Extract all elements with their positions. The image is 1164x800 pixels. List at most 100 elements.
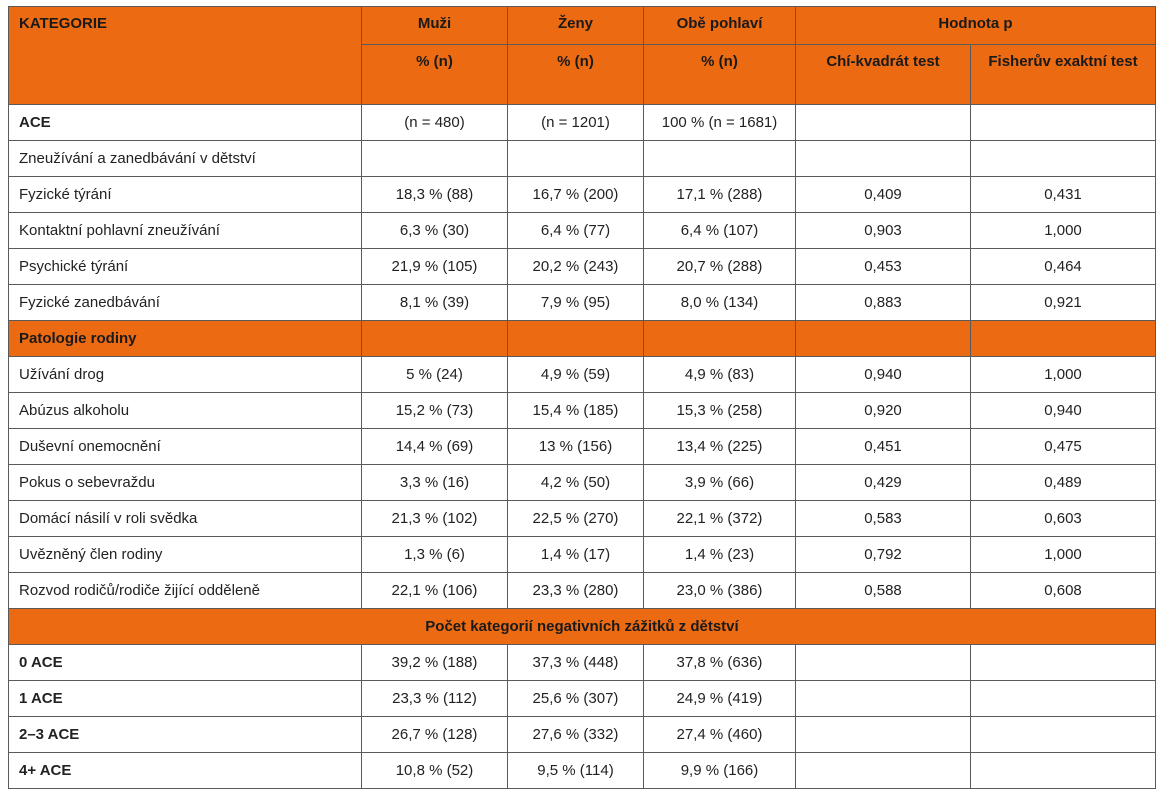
cell-fisher: [970, 716, 1156, 753]
table-row: Užívání drog 5 % (24) 4,9 % (59) 4,9 % (83)…: [8, 356, 1156, 393]
header-fisher: Fisherův exaktní test: [970, 44, 1156, 105]
row-label: Uvězněný člen rodiny: [8, 536, 362, 573]
cell-both: 3,9 % (66): [643, 464, 796, 501]
cell-men: 5 % (24): [361, 356, 508, 393]
row-label: Psychické týrání: [8, 248, 362, 285]
cell-chi: [795, 644, 971, 681]
cell-fisher: [970, 752, 1156, 789]
cell-fisher: 0,431: [970, 176, 1156, 213]
table-row: Duševní onemocnění 14,4 % (69) 13 % (156) 1…: [8, 428, 1156, 465]
cell-women: 15,4 % (185): [507, 392, 644, 429]
table-row: Pokus o sebevraždu 3,3 % (16) 4,2 % (50) 3,…: [8, 464, 1156, 501]
cell-women: 27,6 % (332): [507, 716, 644, 753]
table-row: ACE (n = 480) (n = 1201) 100 % (n = 1681): [8, 104, 1156, 141]
cell-chi: 0,920: [795, 392, 971, 429]
header-men-pct: % (n): [361, 44, 508, 105]
cell-women: 4,9 % (59): [507, 356, 644, 393]
cell-both: 23,0 % (386): [643, 572, 796, 609]
cell-both: 13,4 % (225): [643, 428, 796, 465]
cell-women: 6,4 % (77): [507, 212, 644, 249]
cell-both: 17,1 % (288): [643, 176, 796, 213]
cell-both: 100 % (n = 1681): [643, 104, 796, 141]
cell-chi: 0,883: [795, 284, 971, 321]
cell-chi: [795, 104, 971, 141]
cell-men: 15,2 % (73): [361, 392, 508, 429]
cell-chi: 0,588: [795, 572, 971, 609]
cell-women: 7,9 % (95): [507, 284, 644, 321]
cell-men: 18,3 % (88): [361, 176, 508, 213]
cell-chi: 0,583: [795, 500, 971, 537]
cell-fisher: 1,000: [970, 356, 1156, 393]
cell-fisher: 1,000: [970, 536, 1156, 573]
table-row: Psychické týrání 21,9 % (105) 20,2 % (243)…: [8, 248, 1156, 285]
cell-men: 21,3 % (102): [361, 500, 508, 537]
cell-men: 3,3 % (16): [361, 464, 508, 501]
cell-fisher: [970, 104, 1156, 141]
cell-chi: [795, 752, 971, 789]
row-label: Domácí násilí v roli svědka: [8, 500, 362, 537]
section-empty-cell: [970, 320, 1156, 357]
table-row: Rozvod rodičů/rodiče žijící odděleně 22,1…: [8, 572, 1156, 609]
section-row: Patologie rodiny: [8, 320, 1156, 357]
header-chi: Chí-kvadrát test: [795, 44, 971, 105]
cell-men: (n = 480): [361, 104, 508, 141]
row-label: 4+ ACE: [8, 752, 362, 789]
cell-women: (n = 1201): [507, 104, 644, 141]
cell-both: 1,4 % (23): [643, 536, 796, 573]
cell-women: 4,2 % (50): [507, 464, 644, 501]
cell-both: 6,4 % (107): [643, 212, 796, 249]
table-row: Fyzické týrání 18,3 % (88) 16,7 % (200) 17,…: [8, 176, 1156, 213]
row-label: Fyzické týrání: [8, 176, 362, 213]
cell-both: [643, 140, 796, 177]
row-label: 0 ACE: [8, 644, 362, 681]
cell-chi: 0,903: [795, 212, 971, 249]
row-label: ACE: [8, 104, 362, 141]
cell-men: 14,4 % (69): [361, 428, 508, 465]
cell-men: 10,8 % (52): [361, 752, 508, 789]
table-row: 1 ACE 23,3 % (112) 25,6 % (307) 24,9 % (419…: [8, 680, 1156, 717]
table-row: Abúzus alkoholu 15,2 % (73) 15,4 % (185) 15…: [8, 392, 1156, 429]
header-both: Obě pohlaví: [643, 6, 796, 45]
header-row-1: KATEGORIE Muži Ženy Obě pohlaví Hodnota …: [8, 6, 1156, 105]
cell-women: 20,2 % (243): [507, 248, 644, 285]
cell-both: 22,1 % (372): [643, 500, 796, 537]
cell-chi: [795, 140, 971, 177]
section-empty-cell: [507, 320, 644, 357]
header-men: Muži: [361, 6, 508, 45]
section-empty-cell: [361, 320, 508, 357]
section-empty-cell: [795, 320, 971, 357]
cell-chi: [795, 716, 971, 753]
cell-fisher: 0,921: [970, 284, 1156, 321]
row-label: Kontaktní pohlavní zneužívání: [8, 212, 362, 249]
cell-women: [507, 140, 644, 177]
table-row: 0 ACE 39,2 % (188) 37,3 % (448) 37,8 % (636…: [8, 644, 1156, 681]
table-row: Kontaktní pohlavní zneužívání 6,3 % (30) 6…: [8, 212, 1156, 249]
table-row: Domácí násilí v roli svědka 21,3 % (102) 2…: [8, 500, 1156, 537]
header-category: KATEGORIE: [8, 6, 362, 105]
section-label: Patologie rodiny: [8, 320, 362, 357]
cell-chi: [795, 680, 971, 717]
header-pvalue: Hodnota p: [795, 6, 1156, 45]
row-label: Duševní onemocnění: [8, 428, 362, 465]
row-label: 1 ACE: [8, 680, 362, 717]
row-label: Rozvod rodičů/rodiče žijící odděleně: [8, 572, 362, 609]
table-body: ACE (n = 480) (n = 1201) 100 % (n = 1681) Zn…: [8, 104, 1156, 789]
section-label: Počet kategorií negativních zážitků z dě…: [8, 608, 1156, 645]
cell-men: 6,3 % (30): [361, 212, 508, 249]
cell-men: 23,3 % (112): [361, 680, 508, 717]
section-row: Počet kategorií negativních zážitků z dě…: [8, 608, 1156, 645]
cell-men: [361, 140, 508, 177]
cell-women: 22,5 % (270): [507, 500, 644, 537]
row-label: Zneužívání a zanedbávání v dětství: [8, 140, 362, 177]
table-row: Uvězněný člen rodiny 1,3 % (6) 1,4 % (17) 1…: [8, 536, 1156, 573]
row-label: 2–3 ACE: [8, 716, 362, 753]
row-label: Abúzus alkoholu: [8, 392, 362, 429]
header-row-2: % (n) % (n) % (n) Chí-kvadrát test Fishe…: [8, 44, 1156, 105]
cell-women: 1,4 % (17): [507, 536, 644, 573]
cell-women: 37,3 % (448): [507, 644, 644, 681]
cell-men: 39,2 % (188): [361, 644, 508, 681]
cell-chi: 0,451: [795, 428, 971, 465]
cell-fisher: 0,464: [970, 248, 1156, 285]
table-row: Fyzické zanedbávání 8,1 % (39) 7,9 % (95) 8…: [8, 284, 1156, 321]
cell-fisher: [970, 140, 1156, 177]
